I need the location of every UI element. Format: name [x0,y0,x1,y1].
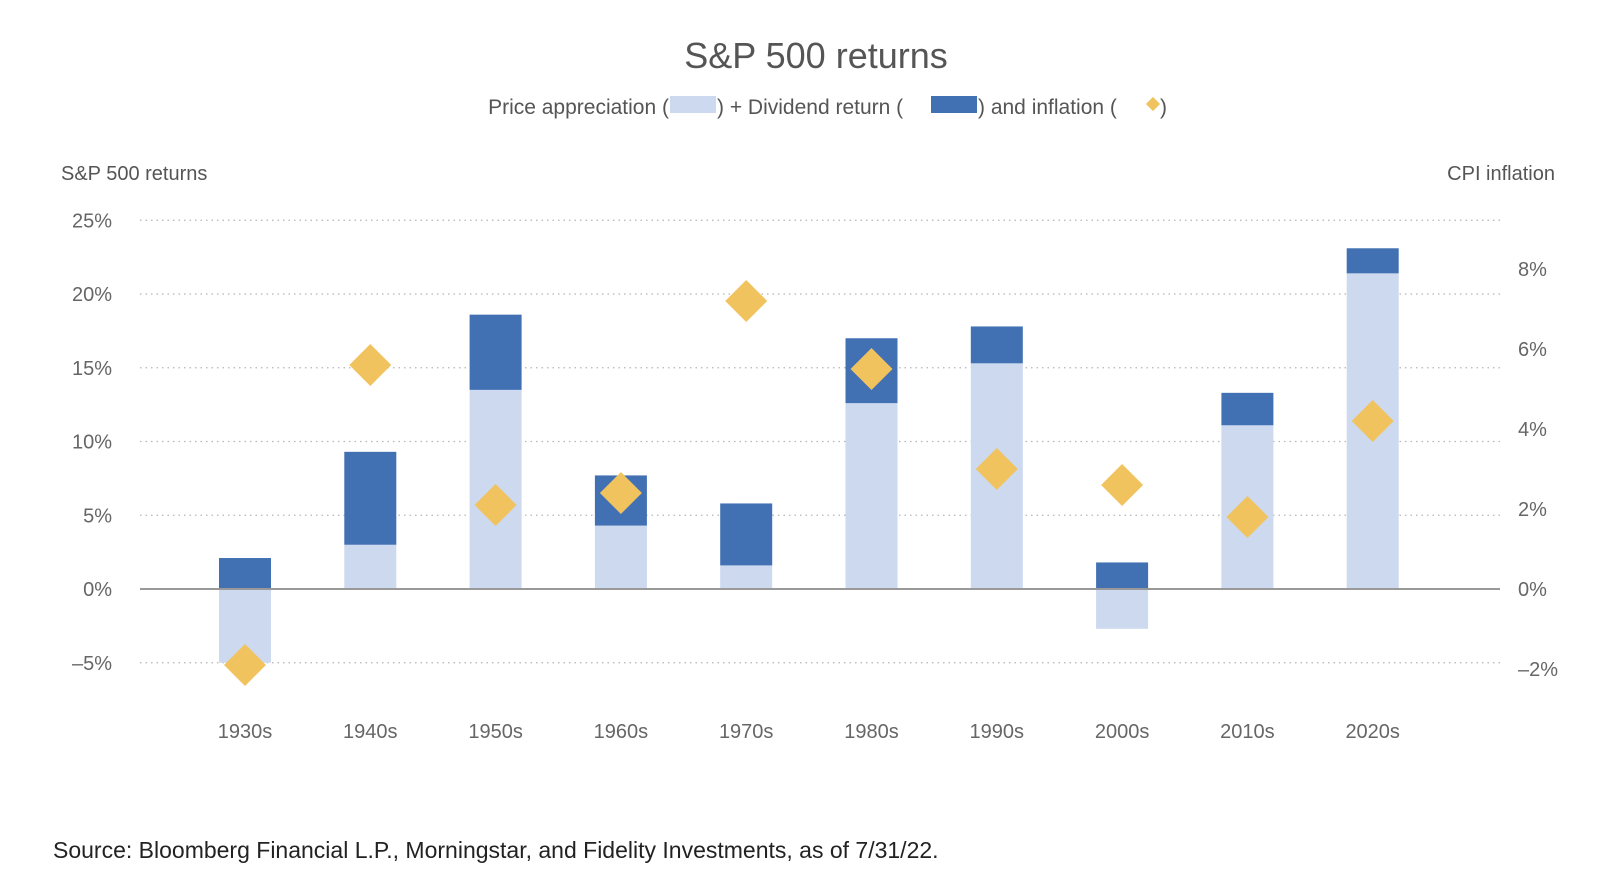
left-tick-label: 15% [72,358,112,380]
subtitle-dividend-label: ) + Dividend return ( [717,96,903,119]
left-tick-label: 5% [83,505,112,527]
right-tick-label: 0% [1518,579,1547,601]
left-tick-label: 25% [72,210,112,232]
right-tick-label: –2% [1518,659,1558,681]
bar-dividend-1970s [720,503,773,566]
chart-title: S&P 500 returns [684,35,948,76]
right-tick-label: 2% [1518,499,1547,521]
bar-price-2000s [1096,589,1149,629]
left-axis-ticks: 25% 20% 15% 10% 5% 0% –5% [72,210,112,675]
x-tick-label: 1970s [719,721,774,743]
x-axis-labels: 1930s 1940s 1950s 1960s 1970s 1980s 1990s 2000s… [218,721,1400,743]
inflation-marker-1940s [349,344,392,386]
bar-dividend-2000s [1096,562,1149,589]
inflation-marker-1950s [474,484,517,526]
right-axis-title: CPI inflation [1447,163,1555,185]
x-tick-label: 1980s [844,721,899,743]
bar-dividend-2010s [1221,392,1274,426]
right-axis-ticks: 8% 6% 4% 2% 0% –2% [1518,259,1558,681]
inflation-marker-1930s [224,644,266,686]
subtitle-inflation-label: ) and inflation ( [978,96,1117,119]
bar-dividend-2020s [1346,248,1399,274]
inflation-marker-2020s [1351,400,1394,442]
x-tick-label: 1990s [970,721,1025,743]
source-note: Source: Bloomberg Financial L.P., Mornin… [53,837,939,863]
inflation-marker-2010s [1226,496,1269,538]
x-tick-label: 2010s [1220,721,1275,743]
left-tick-label: –5% [72,653,112,675]
bar-dividend-1940s [344,451,397,545]
bar-price-1970s [720,565,773,589]
inflation-marker-1970s [725,280,768,322]
bar-price-1980s [845,403,898,589]
inflation-marker-1980s [850,348,893,390]
left-tick-label: 20% [72,284,112,306]
right-tick-label: 8% [1518,259,1547,281]
bar-price-1960s [594,525,647,589]
bar-dividend-1990s [970,326,1023,364]
left-axis-title: S&P 500 returns [61,163,207,185]
x-tick-label: 2000s [1095,721,1150,743]
x-tick-label: 1930s [218,721,273,743]
inflation-marker-1960s [599,472,642,514]
bar-dividend-1950s [469,314,522,390]
gridlines [140,219,1500,664]
inflation-marker-2000s [1101,464,1144,506]
legend-swatch-price [670,96,716,113]
left-tick-label: 10% [72,432,112,454]
bar-price-1940s [344,544,397,589]
x-tick-label: 1940s [343,721,398,743]
bars [219,248,1399,663]
inflation-marker-1990s [975,448,1018,490]
inflation-markers [224,280,1394,686]
x-tick-label: 1960s [594,721,649,743]
subtitle-end: ) [1160,96,1167,119]
x-tick-label: 2020s [1345,721,1400,743]
chart-subtitle: Price appreciation ( ) + Dividend return… [488,96,1167,119]
left-tick-label: 0% [83,579,112,601]
right-tick-label: 6% [1518,339,1547,361]
subtitle-price-label: Price appreciation ( [488,96,669,119]
right-tick-label: 4% [1518,419,1547,441]
x-tick-label: 1950s [468,721,523,743]
legend-swatch-inflation [1145,96,1161,112]
bar-dividend-1930s [219,558,271,589]
legend-swatch-dividend [931,96,977,113]
